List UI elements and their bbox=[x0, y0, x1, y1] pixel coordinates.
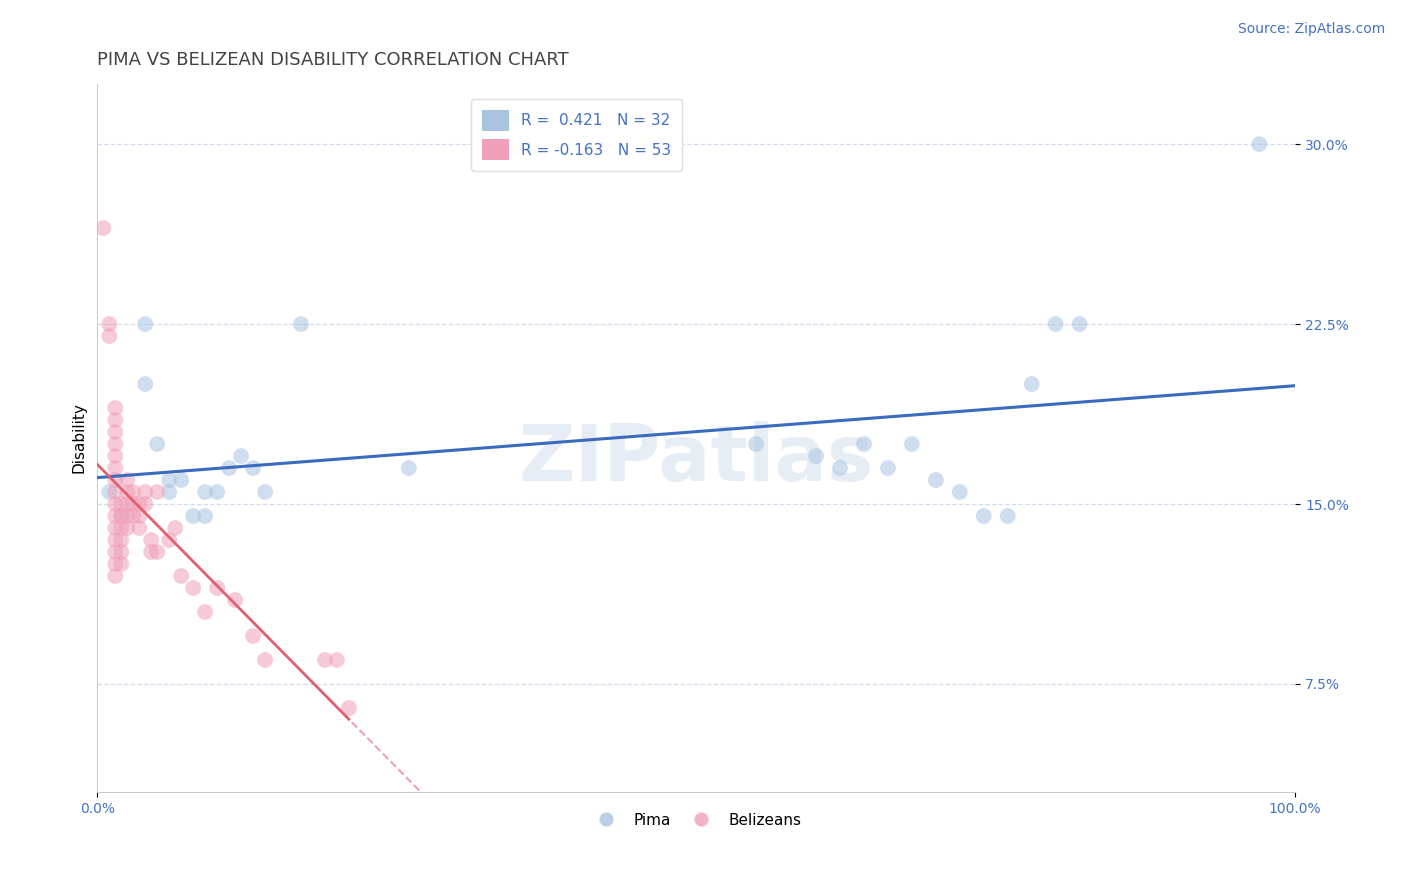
Point bbox=[973, 509, 995, 524]
Y-axis label: Disability: Disability bbox=[72, 402, 86, 474]
Point bbox=[128, 497, 150, 511]
Point bbox=[134, 377, 156, 392]
Point bbox=[997, 509, 1019, 524]
Point bbox=[104, 569, 127, 583]
Point bbox=[1069, 317, 1091, 331]
Point bbox=[181, 581, 204, 595]
Point bbox=[104, 425, 127, 439]
Point bbox=[128, 509, 150, 524]
Point bbox=[242, 629, 264, 643]
Point bbox=[146, 437, 169, 451]
Point bbox=[745, 437, 768, 451]
Point bbox=[146, 545, 169, 559]
Point bbox=[205, 485, 228, 500]
Point bbox=[117, 509, 139, 524]
Legend: Pima, Belizeans: Pima, Belizeans bbox=[585, 806, 808, 834]
Point bbox=[224, 593, 246, 607]
Point bbox=[104, 461, 127, 475]
Point bbox=[104, 437, 127, 451]
Point bbox=[104, 497, 127, 511]
Point bbox=[110, 521, 132, 535]
Point bbox=[104, 413, 127, 427]
Point bbox=[853, 437, 876, 451]
Point bbox=[104, 533, 127, 547]
Point bbox=[110, 497, 132, 511]
Point bbox=[104, 449, 127, 463]
Point bbox=[925, 473, 948, 487]
Point bbox=[194, 485, 217, 500]
Text: ZIPatlas: ZIPatlas bbox=[519, 421, 873, 497]
Point bbox=[104, 545, 127, 559]
Point bbox=[98, 317, 121, 331]
Text: PIMA VS BELIZEAN DISABILITY CORRELATION CHART: PIMA VS BELIZEAN DISABILITY CORRELATION … bbox=[97, 51, 569, 69]
Point bbox=[117, 485, 139, 500]
Point bbox=[141, 545, 163, 559]
Point bbox=[165, 521, 187, 535]
Point bbox=[104, 473, 127, 487]
Point bbox=[229, 449, 252, 463]
Point bbox=[104, 557, 127, 571]
Point bbox=[141, 533, 163, 547]
Point bbox=[804, 449, 827, 463]
Point bbox=[170, 473, 193, 487]
Point bbox=[122, 509, 145, 524]
Point bbox=[117, 497, 139, 511]
Point bbox=[110, 509, 132, 524]
Point bbox=[242, 461, 264, 475]
Point bbox=[194, 509, 217, 524]
Point bbox=[254, 485, 277, 500]
Point bbox=[122, 485, 145, 500]
Point bbox=[110, 509, 132, 524]
Point bbox=[117, 521, 139, 535]
Point bbox=[326, 653, 349, 667]
Point bbox=[157, 473, 180, 487]
Point bbox=[98, 485, 121, 500]
Point bbox=[98, 329, 121, 343]
Point bbox=[901, 437, 924, 451]
Point bbox=[104, 401, 127, 415]
Point bbox=[290, 317, 312, 331]
Point bbox=[314, 653, 336, 667]
Point bbox=[1045, 317, 1067, 331]
Point bbox=[157, 533, 180, 547]
Point bbox=[128, 521, 150, 535]
Point bbox=[170, 569, 193, 583]
Point bbox=[110, 545, 132, 559]
Point bbox=[134, 317, 156, 331]
Point bbox=[337, 701, 360, 715]
Point bbox=[254, 653, 277, 667]
Point bbox=[104, 485, 127, 500]
Text: Source: ZipAtlas.com: Source: ZipAtlas.com bbox=[1237, 22, 1385, 37]
Point bbox=[134, 485, 156, 500]
Point bbox=[146, 485, 169, 500]
Point bbox=[157, 485, 180, 500]
Point bbox=[1249, 137, 1271, 152]
Point bbox=[398, 461, 420, 475]
Point bbox=[91, 221, 114, 235]
Point bbox=[110, 557, 132, 571]
Point bbox=[122, 497, 145, 511]
Point bbox=[828, 461, 851, 475]
Point bbox=[194, 605, 217, 619]
Point bbox=[104, 509, 127, 524]
Point bbox=[877, 461, 900, 475]
Point bbox=[134, 497, 156, 511]
Point bbox=[181, 509, 204, 524]
Point bbox=[949, 485, 972, 500]
Point bbox=[205, 581, 228, 595]
Point bbox=[104, 521, 127, 535]
Point bbox=[110, 533, 132, 547]
Point bbox=[1021, 377, 1043, 392]
Point bbox=[117, 473, 139, 487]
Point bbox=[218, 461, 240, 475]
